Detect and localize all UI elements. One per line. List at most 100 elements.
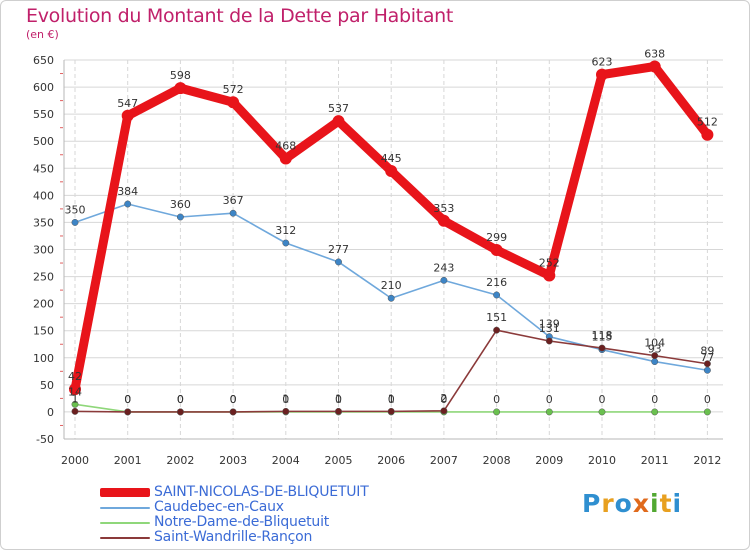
- series-point-1: [282, 239, 290, 247]
- logo-letter: t: [659, 489, 673, 518]
- data-label: 89: [700, 345, 714, 358]
- x-tick-label: 2010: [588, 454, 616, 467]
- series-point-2: [545, 408, 553, 416]
- series-point-0: [701, 128, 714, 141]
- data-label: 0: [177, 393, 184, 406]
- data-label: 2: [440, 392, 447, 405]
- series-point-3: [124, 408, 132, 416]
- y-tick-label: 550: [33, 108, 54, 121]
- legend-swatch: [100, 507, 150, 509]
- x-tick-label: 2002: [166, 454, 194, 467]
- data-label: 384: [117, 185, 138, 198]
- x-tick-label: 2012: [693, 454, 721, 467]
- data-label: 468: [275, 140, 296, 153]
- data-label: 350: [65, 203, 86, 216]
- legend-label: Notre-Dame-de-Bliquetuit: [154, 514, 330, 530]
- series-point-0: [121, 109, 134, 122]
- series-point-1: [493, 291, 501, 299]
- legend-label: Saint-Wandrille-Rançon: [154, 529, 313, 545]
- data-label: 0: [493, 393, 500, 406]
- y-tick-label: 150: [33, 325, 54, 338]
- chart-subtitle: (en €): [26, 28, 59, 41]
- series-point-3: [176, 408, 184, 416]
- series-point-3: [71, 407, 79, 415]
- data-label: 77: [700, 351, 714, 364]
- logo-letter: o: [614, 489, 633, 518]
- data-label: 360: [170, 198, 191, 211]
- data-label: 42: [68, 370, 82, 383]
- logo-letter: i: [672, 489, 683, 518]
- series-point-1: [176, 213, 184, 221]
- data-label: 1: [388, 392, 395, 405]
- data-label: 243: [433, 261, 454, 274]
- series-point-1: [387, 294, 395, 302]
- y-tick-label: 100: [33, 352, 54, 365]
- data-label: 252: [539, 256, 560, 269]
- series-point-3: [282, 407, 290, 415]
- series-point-2: [703, 408, 711, 416]
- data-label: 14: [68, 385, 82, 398]
- x-tick-label: 2008: [483, 454, 511, 467]
- y-tick-label: 250: [33, 271, 54, 284]
- y-tick-label: 450: [33, 162, 54, 175]
- legend-swatch: [100, 537, 150, 539]
- series-point-0: [69, 383, 81, 396]
- y-tick-label: 0: [47, 406, 54, 419]
- data-label: 151: [486, 311, 507, 324]
- legend-swatch: [100, 522, 150, 524]
- x-tick-label: 2006: [377, 454, 405, 467]
- series-point-3: [335, 407, 342, 415]
- y-tick-label: 400: [33, 189, 54, 202]
- series-point-1: [124, 200, 132, 208]
- x-tick-label: 2004: [272, 454, 300, 467]
- data-label: 0: [282, 393, 289, 406]
- series-point-1: [651, 358, 659, 366]
- series-point-0: [279, 152, 292, 165]
- data-label: 638: [644, 47, 665, 60]
- data-label: 0: [230, 393, 237, 406]
- data-label: 0: [124, 393, 131, 406]
- series-point-1: [229, 209, 237, 217]
- data-label: 210: [381, 279, 402, 292]
- data-label: 367: [223, 194, 244, 207]
- data-label: 118: [592, 329, 613, 342]
- data-label: 623: [592, 56, 613, 69]
- y-tick-label: 200: [33, 298, 54, 311]
- legend-label: SAINT-NICOLAS-DE-BLIQUETUIT: [154, 484, 369, 500]
- data-label: 0: [440, 393, 447, 406]
- data-label: 115: [592, 331, 613, 344]
- data-label: 0: [651, 393, 658, 406]
- series-point-3: [545, 337, 553, 345]
- data-label: 547: [117, 97, 138, 110]
- data-label: 93: [648, 343, 662, 356]
- series-point-3: [229, 408, 237, 416]
- series-point-2: [651, 408, 659, 416]
- data-label: 312: [275, 224, 296, 237]
- series-point-0: [543, 269, 556, 282]
- y-tick-label: 650: [33, 54, 54, 67]
- x-tick-label: 2005: [325, 454, 353, 467]
- data-label: 445: [381, 152, 402, 165]
- series-point-1: [703, 366, 711, 374]
- y-tick-label: 50: [40, 379, 54, 392]
- series-point-2: [598, 408, 606, 416]
- data-label: 299: [486, 231, 507, 244]
- data-label: 598: [170, 69, 191, 82]
- x-tick-label: 2000: [61, 454, 89, 467]
- series-point-0: [227, 96, 240, 109]
- data-label: 0: [546, 393, 553, 406]
- data-label: 0: [704, 393, 711, 406]
- data-label: 1: [72, 392, 79, 405]
- y-tick-label: -50: [36, 433, 54, 446]
- data-label: 0: [388, 393, 395, 406]
- series-point-0: [332, 115, 345, 128]
- x-tick-label: 2009: [535, 454, 563, 467]
- data-label: 537: [328, 102, 349, 115]
- legend-swatch: [100, 488, 150, 497]
- data-label: 0: [599, 393, 606, 406]
- data-label: 1: [335, 392, 342, 405]
- data-label: 512: [697, 116, 718, 129]
- series-point-0: [490, 244, 503, 257]
- series-point-2: [71, 400, 79, 408]
